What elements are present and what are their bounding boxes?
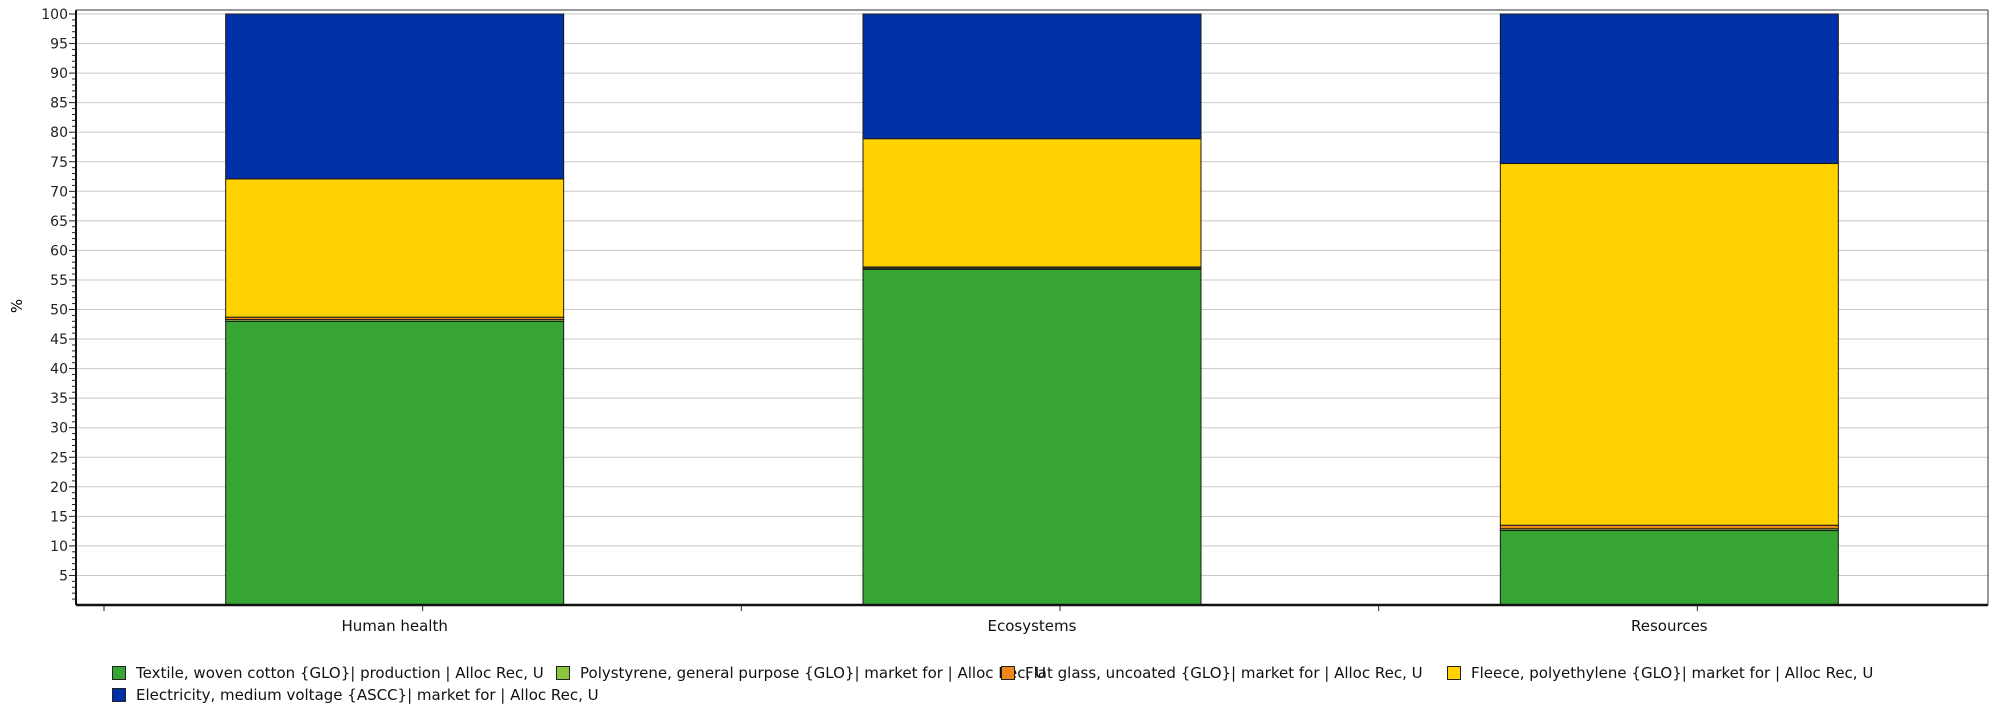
bar-segment [225, 13, 565, 180]
legend-label: Electricity, medium voltage {ASCC}| mark… [136, 686, 599, 704]
legend-label: Fleece, polyethylene {GLO}| market for |… [1471, 664, 1874, 682]
y-tick-label: 20 [50, 480, 68, 496]
y-tick-label: 40 [50, 362, 68, 378]
bar-segment [1499, 13, 1839, 165]
legend-swatch [112, 666, 126, 680]
legend-item: Flat glass, uncoated {GLO}| market for |… [1001, 664, 1423, 682]
y-tick-label: 95 [50, 37, 68, 53]
legend-item: Polystyrene, general purpose {GLO}| mark… [556, 664, 1046, 682]
bar-segment [862, 13, 1202, 140]
y-tick-label: 85 [50, 96, 68, 112]
bar-segment [1499, 163, 1839, 526]
bar-segment [862, 268, 1202, 606]
axes [69, 9, 1989, 611]
y-tick-label: 35 [50, 391, 68, 407]
legend-label: Flat glass, uncoated {GLO}| market for |… [1025, 664, 1423, 682]
legend-item: Textile, woven cotton {GLO}| production … [112, 664, 544, 682]
bar-segment [1499, 524, 1839, 530]
y-tick-labels: 5 10 15 20 25 30 35 40 45 50 55 60 65 70 75 80 85 90 95 100 [41, 7, 68, 584]
y-tick-label: 45 [50, 332, 68, 348]
x-tick-label: Resources [1631, 617, 1708, 635]
legend-swatch [112, 688, 126, 702]
bar-segment [862, 138, 1202, 268]
y-tick-label: 90 [50, 66, 68, 82]
y-tick-label: 100 [41, 7, 68, 23]
legend-swatch [1447, 666, 1461, 680]
bar-segment [225, 178, 565, 318]
legend-swatch [1001, 666, 1015, 680]
y-tick-label: 15 [50, 509, 68, 525]
y-tick-label: 60 [50, 243, 68, 259]
y-tick-label: 65 [50, 214, 68, 230]
y-tick-label: 10 [50, 539, 68, 555]
legend-item: Electricity, medium voltage {ASCC}| mark… [112, 686, 599, 704]
y-tick-label: 70 [50, 184, 68, 200]
y-tick-label: 5 [59, 568, 68, 584]
bar-segment [225, 320, 565, 606]
bar-segment [1499, 530, 1839, 606]
bars [225, 13, 1839, 606]
y-tick-label: 25 [50, 450, 68, 466]
y-tick-label: 55 [50, 273, 68, 289]
y-tick-label: 75 [50, 155, 68, 171]
y-axis-label: % [8, 299, 26, 313]
y-tick-label: 30 [50, 421, 68, 437]
y-tick-label: 80 [50, 125, 68, 141]
legend-item: Fleece, polyethylene {GLO}| market for |… [1447, 664, 1873, 682]
legend-label: Polystyrene, general purpose {GLO}| mark… [580, 664, 1047, 682]
x-tick-label: Ecosystems [988, 617, 1077, 635]
x-tick-label: Human health [341, 617, 447, 635]
stacked-bar-chart: 5 10 15 20 25 30 35 40 45 50 55 60 65 70 75 80 85 90 95 100… [8, 7, 1989, 635]
x-tick-labels: Human health Ecosystems Resources [341, 617, 1707, 635]
legend-swatch [556, 666, 570, 680]
legend-label: Textile, woven cotton {GLO}| production … [136, 664, 544, 682]
y-tick-label: 50 [50, 303, 68, 319]
